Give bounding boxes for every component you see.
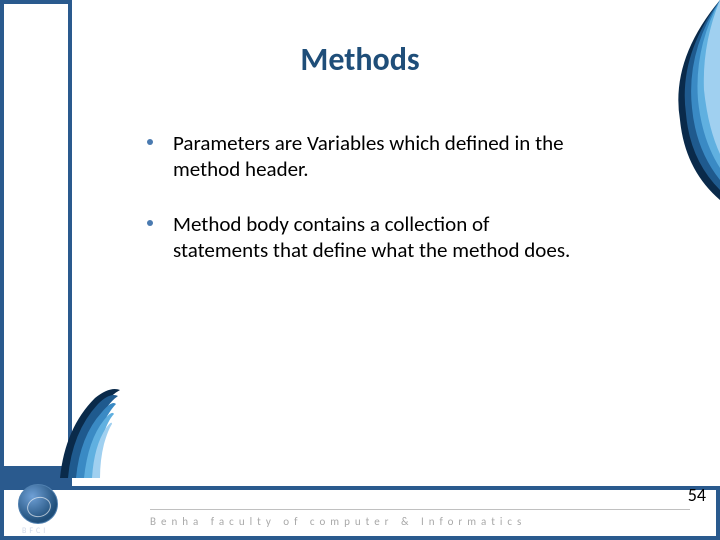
- key-term: Parameters: [173, 130, 270, 156]
- corner-swoosh-graphic: [630, 0, 720, 200]
- key-term: Method body: [173, 211, 289, 237]
- bullet-dot-icon: [147, 139, 153, 145]
- slide-title: Methods: [0, 40, 720, 79]
- bottom-bar: [0, 486, 720, 540]
- bullet-item: Method body contains a collection of sta…: [143, 211, 573, 264]
- footer-divider: [150, 509, 690, 510]
- org-logo: [18, 484, 58, 524]
- bottom-bar-inner: [4, 490, 716, 536]
- bullet-item: Parameters are Variables which defined i…: [143, 130, 573, 183]
- bullet-dot-icon: [147, 220, 153, 226]
- globe-icon: [25, 494, 53, 520]
- slide-body: Parameters are Variables which defined i…: [143, 130, 573, 291]
- side-swoosh-graphic: [50, 378, 120, 478]
- org-abbreviation: BFCI: [22, 526, 48, 536]
- page-number: 54: [688, 484, 706, 506]
- footer-organization: Benha faculty of computer & Informatics: [150, 515, 526, 528]
